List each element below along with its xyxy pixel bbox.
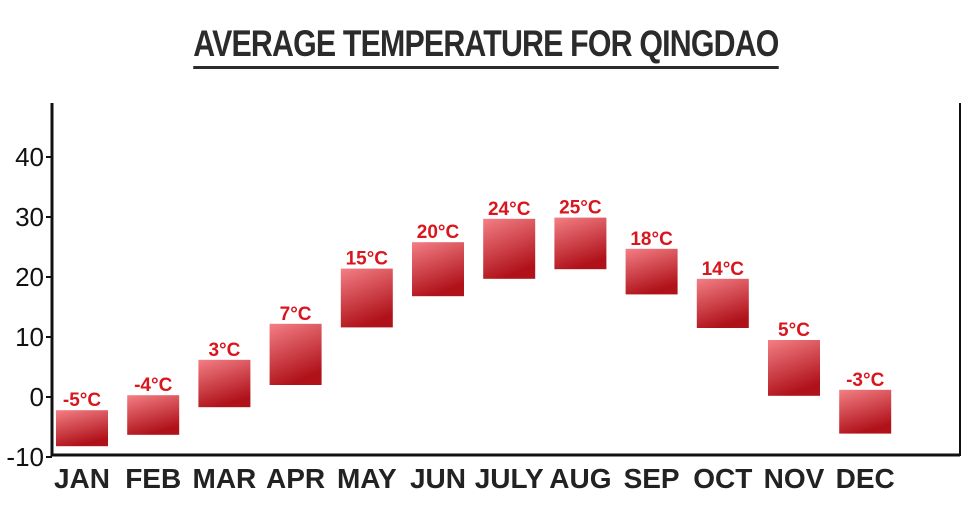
data-label-mar: 3°C	[208, 340, 240, 361]
x-tick-label-feb: FEB	[125, 463, 181, 494]
data-label-july: 24°C	[488, 199, 531, 220]
chart-title: AVERAGE TEMPERATURE FOR QINGDAO	[193, 22, 779, 69]
x-tick-label-nov: NOV	[764, 463, 825, 494]
x-tick-label-dec: DEC	[836, 463, 895, 494]
bar-jan	[56, 410, 108, 447]
bar-nov	[768, 340, 820, 396]
data-label-aug: 25°C	[559, 198, 602, 219]
data-label-nov: 5°C	[778, 320, 810, 341]
bar-oct	[696, 278, 749, 328]
bar-sep	[625, 248, 678, 295]
x-tick-label-jan: JAN	[54, 463, 110, 494]
x-tick-label-mar: MAR	[193, 463, 257, 494]
x-tick-label-july: JULY	[475, 463, 544, 494]
data-label-dec: -3°C	[846, 370, 884, 391]
bar-feb	[127, 395, 180, 435]
bar-mar	[198, 359, 251, 408]
bar-may	[340, 268, 393, 328]
data-label-feb: -4°C	[134, 375, 172, 396]
bar-july	[483, 218, 536, 279]
chart-title-container: AVERAGE TEMPERATURE FOR QINGDAO	[0, 22, 972, 69]
data-label-oct: 14°C	[702, 259, 745, 280]
data-label-sep: 18°C	[630, 229, 673, 250]
data-label-jan: -5°C	[63, 390, 101, 411]
x-tick-label-aug: AUG	[549, 463, 611, 494]
data-label-apr: 7°C	[280, 304, 312, 325]
x-tick-label-sep: SEP	[624, 463, 680, 494]
y-tick-label: -10	[6, 442, 44, 472]
data-label-may: 15°C	[346, 249, 389, 270]
y-tick-label: 10	[15, 322, 44, 352]
bar-dec	[839, 389, 892, 434]
x-tick-label-oct: OCT	[693, 463, 752, 494]
y-tick-label: 20	[15, 262, 44, 292]
x-tick-label-apr: APR	[266, 463, 325, 494]
bar-aug	[554, 217, 607, 270]
bar-jun	[412, 242, 464, 297]
bar-apr	[269, 323, 322, 385]
x-tick-label-may: MAY	[337, 463, 397, 494]
x-tick-label-jun: JUN	[410, 463, 466, 494]
y-tick-label: 30	[15, 202, 44, 232]
data-label-jun: 20°C	[417, 222, 460, 243]
y-tick-label: 40	[15, 142, 44, 172]
y-tick-label: 0	[30, 382, 44, 412]
